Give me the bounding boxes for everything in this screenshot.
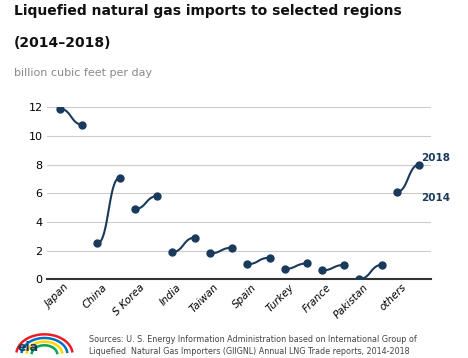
Text: eia: eia xyxy=(17,342,38,354)
Text: 2014: 2014 xyxy=(422,193,451,203)
Text: 2018: 2018 xyxy=(422,153,451,163)
Text: (2014–2018): (2014–2018) xyxy=(14,36,111,50)
Text: Sources: U. S. Energy Information Administration based on International Group of: Sources: U. S. Energy Information Admini… xyxy=(89,335,417,356)
Text: billion cubic feet per day: billion cubic feet per day xyxy=(14,68,152,78)
Text: Liquefied natural gas imports to selected regions: Liquefied natural gas imports to selecte… xyxy=(14,4,402,18)
